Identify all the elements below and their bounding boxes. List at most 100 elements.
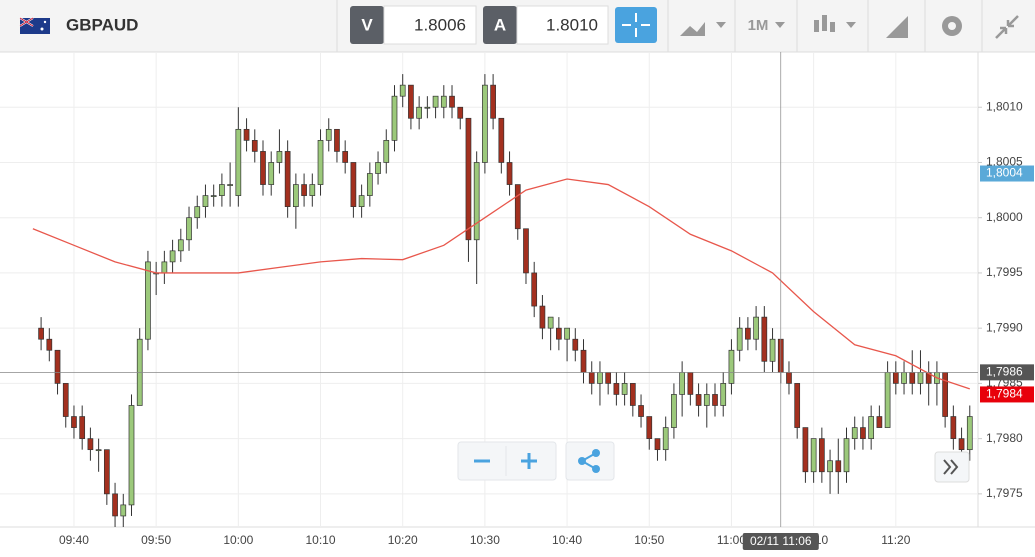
candle-body — [186, 217, 192, 241]
candle-body — [219, 184, 225, 196]
candle-body — [654, 438, 661, 451]
x-tick-label: 11:00 — [717, 533, 746, 547]
candle-body — [753, 316, 759, 340]
candle-body — [416, 106, 422, 119]
settings-button[interactable] — [942, 16, 962, 36]
bid-box[interactable] — [383, 5, 477, 45]
candle-body — [71, 416, 77, 428]
ask-box[interactable] — [516, 5, 609, 45]
candle-body — [54, 349, 61, 384]
candle-body — [408, 84, 414, 119]
candle-body — [301, 184, 307, 196]
candle-body — [769, 338, 776, 362]
candle-body — [531, 272, 538, 307]
candle-body — [227, 184, 233, 186]
candle-body — [482, 84, 488, 163]
candle-body — [46, 338, 53, 351]
candle-body — [243, 128, 250, 141]
crosshair-x-label: 02/11 11:06 — [750, 534, 812, 548]
x-tick-label: 10:40 — [552, 533, 582, 547]
zoom-in[interactable] — [521, 453, 537, 469]
x-tick-label: 10:20 — [388, 533, 418, 547]
candle-body — [629, 383, 636, 406]
candle-body — [424, 106, 431, 109]
candle-body — [942, 371, 948, 417]
x-tick-label: 10:30 — [470, 533, 500, 547]
candle-body — [375, 162, 381, 174]
candle-body — [523, 228, 529, 274]
drawing-button[interactable] — [886, 16, 908, 38]
candle-body — [860, 427, 866, 439]
candle-body — [260, 151, 266, 185]
x-tick-label: 11:20 — [881, 533, 910, 547]
candle-body — [892, 371, 899, 384]
candle-body — [736, 327, 743, 351]
candle-type-button[interactable] — [814, 15, 856, 32]
y-tick-label: 1,8010 — [986, 99, 1023, 113]
candle-body — [391, 95, 398, 141]
candle-body — [802, 427, 809, 473]
candle-body — [703, 394, 710, 406]
candle-body — [868, 416, 875, 439]
candle-body — [621, 383, 628, 395]
bid-button[interactable] — [350, 6, 384, 44]
symbol: GBPAUD — [66, 15, 138, 34]
timeframe[interactable]: 1M — [748, 17, 769, 34]
candle-body — [506, 162, 513, 185]
candle-body — [145, 261, 151, 340]
candle-body — [358, 195, 365, 208]
candle-body — [712, 394, 718, 406]
plot: 1,79751,79801,79851,79901,79951,80001,80… — [0, 52, 1034, 550]
crosshair-y-label: 1,7986 — [986, 365, 1023, 379]
candle-body — [958, 438, 965, 451]
candle-body — [851, 427, 858, 439]
y-tick-label: 1,7990 — [986, 320, 1023, 334]
candle-body — [498, 117, 505, 163]
candle-body — [276, 151, 283, 163]
bid-label: V — [361, 15, 373, 34]
candle-body — [720, 383, 727, 406]
candle-body — [202, 195, 209, 208]
candle-body — [79, 416, 86, 439]
y-tick-label: 1,8000 — [986, 210, 1023, 224]
candle-body — [449, 95, 455, 108]
candle-body — [572, 338, 579, 351]
candle-body — [514, 184, 521, 230]
candle-body — [317, 140, 324, 185]
x-tick-label: 10:10 — [306, 533, 336, 547]
candle-body — [638, 405, 644, 417]
share-button[interactable] — [565, 441, 615, 481]
candle-body — [169, 250, 176, 263]
candle-body — [284, 151, 291, 208]
candle-body — [786, 371, 792, 384]
candle-body — [909, 371, 916, 384]
candle-body — [432, 95, 439, 108]
ask-label: A — [494, 15, 506, 34]
candle-body — [588, 371, 595, 384]
candle-body — [334, 128, 340, 152]
candle-body — [128, 405, 135, 506]
scroll-end-button[interactable] — [934, 451, 970, 483]
candle-body — [810, 438, 817, 473]
candle-body — [679, 371, 685, 395]
candle-body — [605, 371, 612, 384]
candle-body — [457, 106, 464, 119]
crosshair-x-box — [742, 533, 819, 550]
crosshair-button[interactable] — [615, 7, 657, 43]
candle-body — [440, 95, 447, 108]
candle-body — [597, 371, 603, 384]
candle-body — [580, 349, 587, 373]
candle-body — [835, 460, 842, 473]
candle-body — [556, 327, 562, 340]
chart-type-button[interactable] — [680, 22, 726, 36]
candle-body — [761, 316, 768, 362]
candle-body — [87, 438, 94, 451]
candle-body — [950, 416, 957, 439]
bid-price: 1.8006 — [414, 15, 466, 34]
collapse-button[interactable] — [995, 15, 1019, 39]
y-tick-label: 1,7980 — [986, 431, 1023, 445]
ask-button[interactable] — [483, 6, 517, 44]
candle-body — [325, 128, 332, 141]
